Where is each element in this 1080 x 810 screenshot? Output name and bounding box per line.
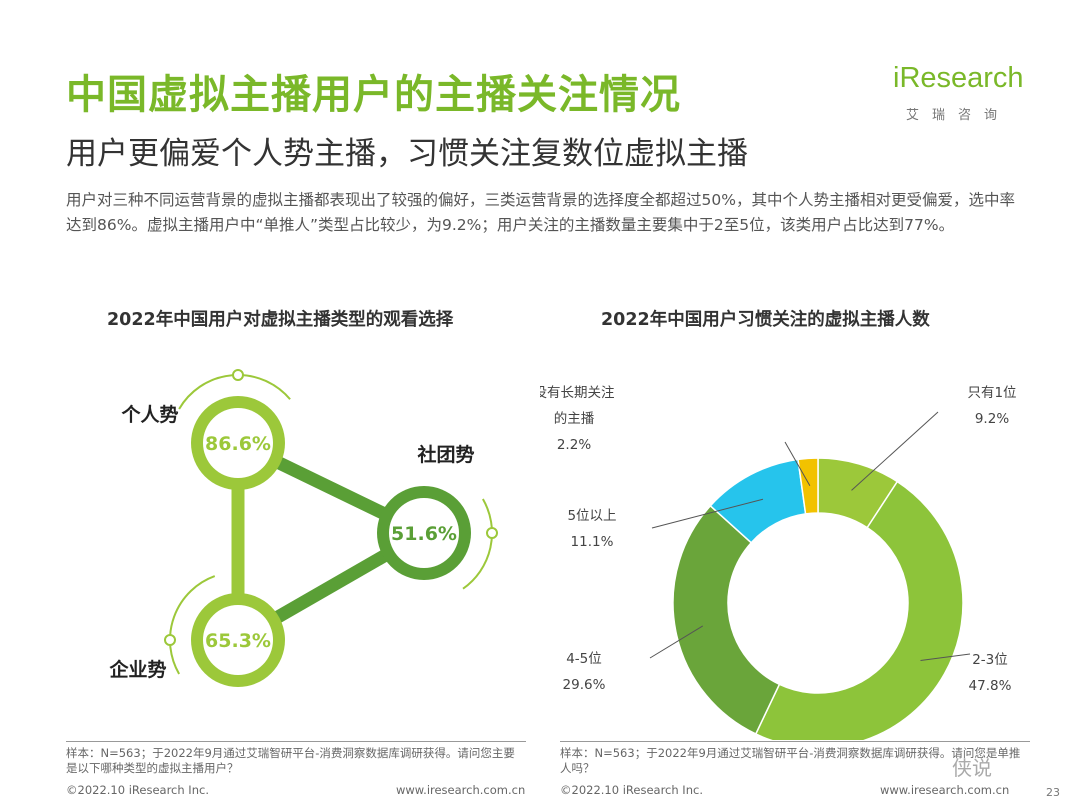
slice-four-five (672, 504, 781, 735)
slice-no-long-term (797, 457, 819, 515)
donut-category-label: 的主播 (554, 411, 595, 427)
node-enterprise: 65.3% 企业势 (108, 575, 285, 687)
donut-labels: 只有1位 9.2% 2-3位 47.8% 4-5位 29.6% 5位以上 11.1% 没有长期关… (540, 385, 1017, 694)
website-left: www.iresearch.com.cn (396, 783, 526, 797)
right-chart-title: 2022年中国用户习惯关注的虚拟主播人数 (601, 310, 930, 330)
leader-line (851, 411, 939, 491)
footer-divider-left (66, 741, 526, 742)
donut-value-label: 29.6% (563, 677, 606, 693)
node-individual: 86.6% 个人势 (120, 369, 291, 490)
copyright-left: ©2022.10 iResearch Inc. (66, 783, 209, 797)
follow-count-donut-chart: 只有1位 9.2% 2-3位 47.8% 4-5位 29.6% 5位以上 11.1% 没有长期关… (540, 385, 1017, 740)
arc-dot (486, 527, 498, 539)
website-right: www.iresearch.com.cn (880, 783, 1010, 797)
page-description: 用户对三种不同运营背景的虚拟主播都表现出了较强的偏好，三类运营背景的选择度全都超… (66, 191, 1015, 234)
decorative-arc (169, 575, 216, 675)
donut-category-label: 4-5位 (566, 651, 602, 667)
page-title: 中国虚拟主播用户的主播关注情况 (66, 72, 681, 118)
donut-value-label: 2.2% (557, 437, 591, 453)
leader-line (649, 625, 704, 659)
node-value-label: 86.6% (205, 433, 271, 455)
node-club: 51.6% 社团势 (377, 443, 498, 590)
copyright-right: ©2022.10 iResearch Inc. (560, 783, 703, 797)
iresearch-logo: iResearch (893, 62, 1024, 94)
donut-category-label: 只有1位 (967, 385, 1016, 401)
sample-note-left: 样本：N=563；于2022年9月通过艾瑞智研平台-消费洞察数据库调研获得。请问… (66, 746, 515, 775)
donut-category-label: 5位以上 (567, 508, 616, 524)
circle-nodes: 86.6% 个人势 51.6% 社团势 65.3% 企业势 (108, 369, 498, 687)
sample-note-right: 样本：N=563；于2022年9月通过艾瑞智研平台-消费洞察数据库调研获得。请问… (560, 746, 1021, 775)
slice-two-three (754, 480, 964, 740)
donut-leader-lines (649, 411, 971, 661)
node-center (389, 498, 459, 568)
decorative-arc (462, 498, 493, 590)
donut-category-label: 没有长期关注 (540, 385, 615, 401)
leader-line (920, 653, 971, 661)
iresearch-logo-subtitle: 艾瑞咨询 (906, 108, 1011, 123)
donut-label: 4-5位 29.6% (563, 651, 606, 693)
donut-label: 只有1位 9.2% (967, 385, 1016, 427)
footer-divider-right (560, 741, 1030, 742)
donut-label: 5位以上 11.1% (567, 508, 616, 550)
donut-value-label: 11.1% (571, 534, 614, 550)
node-category-label: 个人势 (120, 403, 178, 426)
leader-line (784, 441, 811, 487)
leader-line (651, 498, 764, 529)
donut-value-label: 47.8% (969, 678, 1012, 694)
arc-dot (232, 369, 244, 381)
page-subtitle: 用户更偏爱个人势主播，习惯关注复数位虚拟主播 (66, 136, 748, 172)
node-category-label: 社团势 (416, 443, 474, 466)
left-chart-title: 2022年中国用户对虚拟主播类型的观看选择 (107, 310, 454, 330)
watermark: 侠说 (952, 756, 992, 780)
node-value-label: 51.6% (391, 523, 457, 545)
node-center (203, 605, 273, 675)
donut-category-label: 2-3位 (972, 652, 1008, 668)
donut-value-label: 9.2% (975, 411, 1009, 427)
node-value-label: 65.3% (205, 630, 271, 652)
node-category-label: 企业势 (108, 658, 166, 681)
page-number: 23 (1046, 786, 1060, 799)
vtuber-type-chart: 86.6% 个人势 51.6% 社团势 65.3% 企业势 (108, 369, 498, 687)
arc-dot (164, 634, 176, 646)
node-center (203, 408, 273, 478)
donut-label: 2-3位 47.8% (969, 652, 1012, 694)
donut-slices (672, 457, 964, 740)
